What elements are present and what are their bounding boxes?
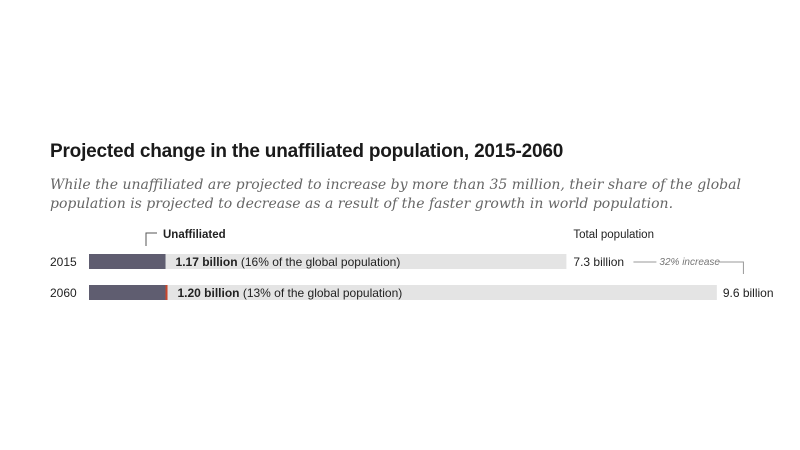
unaffiliated-value-2015: 1.17 billion (16% of the global populati… bbox=[176, 255, 401, 269]
total-population-label: Total population bbox=[573, 229, 654, 241]
unaffiliated-share-2015: (16% of the global population) bbox=[238, 255, 401, 269]
total-bar-2015 bbox=[89, 254, 567, 269]
year-label-2015: 2015 bbox=[50, 255, 77, 269]
unaffiliated-value-bold-2060: 1.20 billion bbox=[177, 286, 239, 300]
unaffiliated-value-bold-2015: 1.17 billion bbox=[176, 255, 238, 269]
increase-connector-right bbox=[718, 261, 744, 274]
unaffiliated-bar-2015 bbox=[89, 254, 166, 269]
total-bar-2060 bbox=[89, 285, 717, 300]
year-label-2060: 2060 bbox=[50, 286, 77, 300]
unaffiliated-bracket bbox=[145, 232, 157, 246]
total-value-2060: 9.6 billion bbox=[723, 286, 774, 300]
unaffiliated-value-2060: 1.20 billion (13% of the global populati… bbox=[177, 286, 402, 300]
unaffiliated-share-2060: (13% of the global population) bbox=[239, 286, 402, 300]
chart-title: Projected change in the unaffiliated pop… bbox=[50, 141, 564, 162]
unaffiliated-growth-segment bbox=[165, 285, 168, 300]
increase-label: 32% increase bbox=[659, 257, 720, 268]
unaffiliated-bar-2060 bbox=[89, 285, 166, 300]
total-value-2015: 7.3 billion bbox=[573, 255, 624, 269]
chart-subtitle: While the unaffiliated are projected to … bbox=[50, 177, 741, 212]
unaffiliated-label: Unaffiliated bbox=[163, 229, 226, 241]
